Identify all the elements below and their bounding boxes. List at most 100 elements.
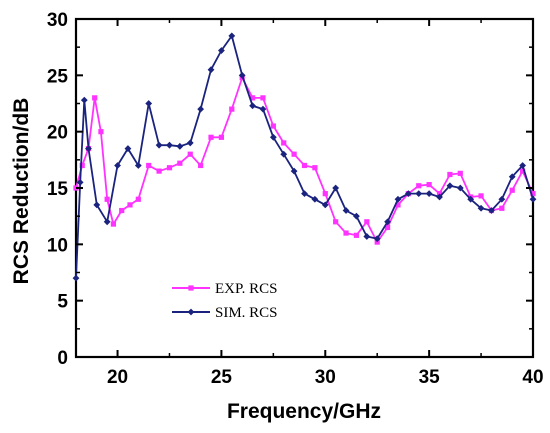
data-point bbox=[447, 171, 453, 178]
data-point bbox=[119, 207, 125, 214]
data-point bbox=[207, 66, 215, 74]
data-point bbox=[363, 233, 371, 240]
data-point bbox=[270, 123, 276, 129]
data-point bbox=[79, 162, 85, 169]
data-point bbox=[290, 167, 298, 175]
data-point bbox=[498, 195, 506, 203]
data-point bbox=[488, 207, 495, 214]
x-tick-label: 30 bbox=[315, 367, 336, 388]
data-point bbox=[436, 193, 443, 201]
data-point bbox=[145, 100, 153, 107]
data-point bbox=[280, 150, 288, 158]
data-point bbox=[333, 219, 339, 225]
legend-swatch-marker bbox=[188, 285, 194, 291]
data-point bbox=[477, 204, 485, 212]
legend-item: EXP. RCS bbox=[172, 281, 278, 297]
data-point bbox=[467, 195, 475, 203]
data-point bbox=[176, 142, 184, 150]
plot-frame bbox=[74, 17, 535, 359]
data-point bbox=[166, 165, 173, 171]
data-point bbox=[311, 195, 319, 203]
data-point bbox=[93, 201, 101, 209]
data-point bbox=[499, 205, 505, 211]
data-point bbox=[446, 182, 454, 190]
x-tick-label: 25 bbox=[211, 367, 233, 388]
data-point bbox=[249, 95, 256, 101]
data-point bbox=[520, 168, 526, 174]
data-point bbox=[208, 134, 214, 140]
data-point bbox=[404, 190, 412, 198]
data-point bbox=[394, 195, 402, 203]
y-tick-label: 10 bbox=[47, 235, 68, 256]
axis-ticks: 20 25 30 35 40 0 5 10 15 20 25 30 bbox=[47, 10, 544, 388]
data-point bbox=[530, 191, 536, 197]
data-point bbox=[98, 129, 104, 135]
data-point bbox=[156, 168, 162, 174]
data-point bbox=[198, 162, 204, 169]
y-axis-title: RCS Reduction/dB bbox=[10, 98, 33, 285]
data-point bbox=[135, 196, 141, 202]
data-point bbox=[508, 173, 516, 181]
x-tick-label: 40 bbox=[522, 367, 543, 388]
data-point bbox=[134, 162, 142, 169]
data-point bbox=[177, 160, 183, 166]
data-point bbox=[321, 201, 329, 209]
data-point bbox=[519, 162, 527, 169]
data-point bbox=[353, 232, 360, 238]
y-tick-label: 5 bbox=[57, 292, 68, 313]
data-point bbox=[186, 139, 194, 147]
legend: EXP. RCS SIM. RCS bbox=[172, 281, 278, 321]
data-point bbox=[478, 193, 484, 199]
series-sim-rcs bbox=[72, 32, 537, 282]
data-point bbox=[384, 218, 391, 226]
series-line bbox=[75, 35, 534, 279]
data-point bbox=[342, 207, 350, 214]
data-point bbox=[291, 151, 297, 157]
data-point bbox=[259, 105, 267, 113]
y-tick-label: 20 bbox=[47, 123, 68, 144]
data-point bbox=[373, 235, 381, 243]
data-point bbox=[249, 102, 256, 110]
data-point bbox=[146, 162, 152, 169]
series-line bbox=[75, 76, 534, 244]
data-point bbox=[312, 165, 318, 171]
y-tick-label: 30 bbox=[47, 10, 68, 31]
data-point bbox=[103, 218, 111, 226]
data-point bbox=[110, 221, 116, 227]
legend-item: SIM. RCS bbox=[172, 305, 278, 321]
data-point bbox=[228, 32, 236, 40]
data-point bbox=[229, 106, 235, 112]
data-point bbox=[155, 141, 163, 149]
data-point bbox=[301, 162, 308, 169]
data-point bbox=[416, 183, 422, 189]
data-point bbox=[269, 133, 277, 141]
data-point bbox=[456, 184, 464, 192]
data-point bbox=[80, 96, 88, 104]
data-point bbox=[260, 95, 266, 101]
plot-border bbox=[74, 17, 535, 359]
data-point bbox=[218, 47, 225, 54]
data-point bbox=[425, 190, 433, 198]
legend-label: SIM. RCS bbox=[215, 305, 278, 321]
y-tick-label: 15 bbox=[47, 179, 69, 200]
x-tick-label: 35 bbox=[419, 367, 441, 388]
data-point bbox=[509, 187, 515, 193]
series-group bbox=[72, 32, 537, 282]
data-point bbox=[364, 219, 370, 225]
data-point bbox=[426, 182, 432, 188]
data-point bbox=[124, 145, 132, 152]
data-point bbox=[127, 202, 133, 208]
data-point bbox=[332, 184, 340, 192]
data-point bbox=[104, 196, 110, 202]
data-point bbox=[197, 105, 205, 113]
data-point bbox=[114, 162, 121, 169]
data-point bbox=[76, 178, 84, 186]
data-point bbox=[384, 224, 391, 231]
legend-label: EXP. RCS bbox=[215, 281, 278, 297]
data-point bbox=[166, 141, 173, 149]
data-point bbox=[415, 190, 423, 198]
data-point bbox=[92, 95, 98, 101]
data-point bbox=[322, 191, 328, 197]
data-point bbox=[353, 212, 360, 220]
